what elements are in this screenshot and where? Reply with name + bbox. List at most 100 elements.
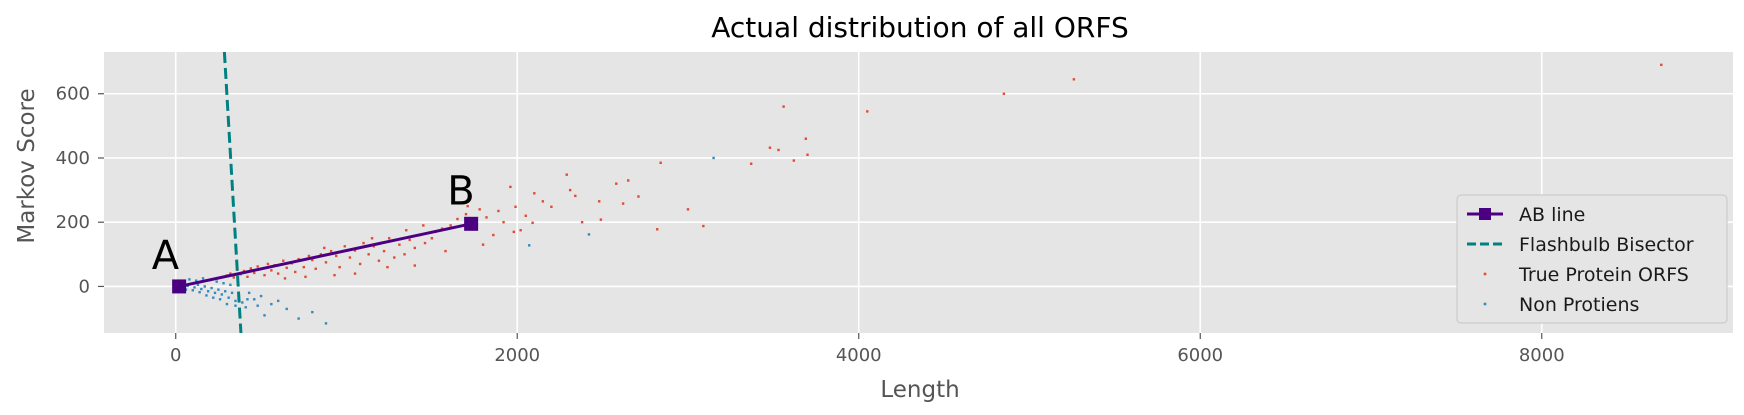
scatter-point — [304, 275, 307, 278]
legend-label: True Protein ORFS — [1518, 264, 1689, 286]
legend-box — [1456, 194, 1728, 324]
scatter-point — [324, 322, 328, 325]
legend-swatch-point — [1483, 302, 1487, 306]
scatter-point — [246, 275, 249, 278]
scatter-point — [348, 256, 352, 259]
scatter-point — [362, 241, 365, 245]
flashbulb-bisector-line — [222, 52, 243, 333]
x-tick-label: 8000 — [1519, 345, 1565, 366]
scatter-point — [408, 238, 411, 242]
scatter-point — [768, 146, 772, 149]
scatter-point — [524, 214, 527, 217]
scatter-point — [222, 282, 225, 285]
scatter-point — [531, 221, 534, 225]
scatter-point — [203, 285, 206, 288]
scatter-point — [372, 245, 375, 248]
scatter-point — [1002, 92, 1006, 95]
scatter-point — [574, 194, 577, 198]
scatter-point — [285, 307, 288, 311]
scatter-point — [422, 224, 425, 227]
scatter-point — [777, 148, 780, 152]
scatter-point — [621, 202, 625, 205]
scatter-point — [230, 291, 234, 295]
annotation-label: A — [152, 233, 180, 279]
scatter-point — [329, 249, 333, 253]
scatter-point — [200, 287, 203, 291]
non-protiens-series — [179, 156, 715, 325]
scatter-point — [283, 277, 287, 280]
scatter-point — [234, 299, 237, 303]
legend-label: Flashbulb Bisector — [1519, 234, 1694, 256]
scatter-point — [1072, 78, 1076, 81]
scatter-point — [353, 249, 357, 252]
scatter-point — [201, 277, 205, 280]
scatter-point — [466, 204, 469, 208]
scatter-point — [444, 249, 447, 253]
scatter-point — [519, 229, 522, 232]
scatter-point — [266, 262, 270, 266]
scatter-point — [241, 301, 244, 304]
legend-swatch-ab-marker — [1479, 208, 1491, 220]
scatter-point — [196, 283, 200, 287]
annotations: AB — [152, 169, 475, 279]
y-tick-label: 200 — [56, 212, 90, 233]
scatter-point — [229, 272, 232, 275]
scatter-point — [206, 290, 210, 293]
scatter-point — [210, 286, 213, 290]
scatter-point — [597, 200, 601, 203]
scatter-point — [485, 216, 488, 219]
scatter-point — [234, 304, 237, 307]
scatter-point — [386, 265, 389, 269]
x-tick-label: 0 — [170, 345, 181, 366]
scatter-point — [568, 188, 572, 192]
scatter-point — [212, 296, 215, 299]
scatter-point — [294, 270, 297, 274]
scatter-point — [276, 272, 280, 275]
scatter-point — [527, 244, 531, 247]
ticks: 0 2000 4000 6000 8000 0 200 400 600 — [56, 84, 1565, 366]
scatter-point — [232, 276, 235, 279]
scatter-point — [285, 266, 288, 270]
legend-swatch-point — [1483, 272, 1487, 276]
scatter-point — [319, 253, 323, 256]
x-tick-label: 4000 — [836, 345, 882, 366]
scatter-point — [324, 261, 328, 264]
x-tick-label: 6000 — [1177, 345, 1223, 366]
scatter-point — [599, 218, 603, 221]
scatter-point — [497, 209, 500, 213]
scatter-point — [449, 224, 452, 227]
scatter-point — [188, 278, 191, 281]
scatter-point — [218, 298, 222, 301]
x-tick-label: 2000 — [494, 345, 540, 366]
y-tick-label: 0 — [79, 276, 90, 297]
scatter-point — [430, 237, 434, 240]
ab-line-marker — [464, 216, 479, 231]
scatter-point — [792, 159, 796, 162]
scatter-point — [276, 299, 280, 303]
scatter-point — [514, 205, 517, 208]
legend: AB line Flashbulb Bisector True Protein OR… — [1456, 194, 1728, 324]
scatter-point — [1660, 63, 1663, 67]
x-axis-label: Length — [880, 377, 959, 403]
scatter-point — [533, 192, 536, 195]
scatter-point — [225, 302, 229, 306]
scatter-point — [229, 283, 232, 287]
legend-label: AB line — [1519, 204, 1585, 226]
scatter-point — [213, 291, 217, 295]
scatter-point — [413, 246, 416, 250]
scatter-point — [656, 228, 659, 231]
scatter-point — [377, 259, 381, 262]
scatter-point — [253, 271, 256, 275]
scatter-point — [382, 249, 386, 253]
scatter-point — [297, 317, 300, 320]
scatter-point — [191, 289, 194, 292]
scatter-point — [565, 173, 568, 176]
scatter-point — [220, 293, 224, 296]
scatter-point — [502, 221, 505, 224]
scatter-point — [253, 298, 256, 301]
legend-label: Non Protiens — [1519, 294, 1639, 316]
scatter-point — [587, 233, 591, 236]
scatter-point — [314, 267, 317, 270]
scatter-point — [637, 195, 640, 198]
scatter-point — [307, 254, 311, 258]
